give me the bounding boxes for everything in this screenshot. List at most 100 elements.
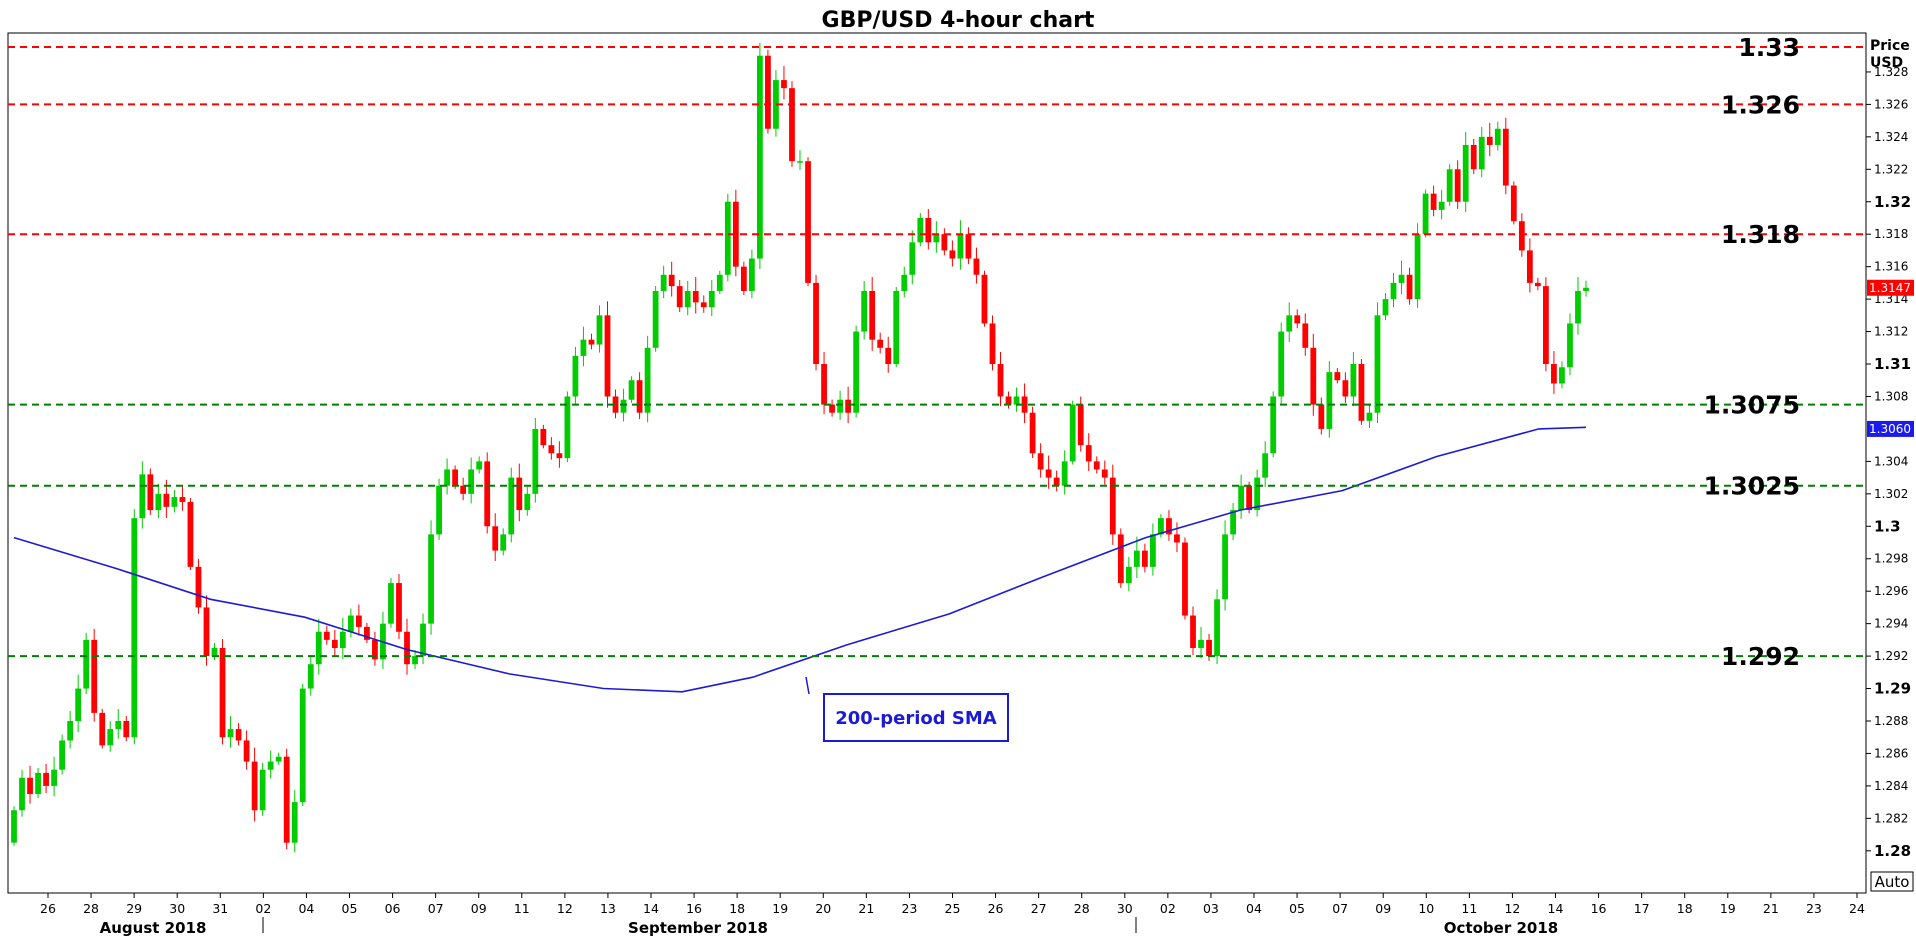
y-tick-label: 1.316 [1874, 260, 1908, 274]
chart-title: GBP/USD 4-hour chart [822, 8, 1095, 33]
candle [1526, 238, 1533, 293]
candle [732, 189, 739, 277]
candle-body [1125, 566, 1132, 584]
candle-body [1158, 518, 1164, 535]
candle-body [765, 55, 771, 129]
candle [1302, 313, 1309, 356]
candle-body [1286, 315, 1293, 332]
candle [1141, 543, 1148, 573]
x-tick-label: 07 [428, 901, 444, 916]
candle [283, 748, 290, 850]
candle-body [925, 217, 932, 243]
candle-body [548, 445, 555, 454]
x-tick-label: 04 [1246, 901, 1262, 916]
candle-body [1454, 169, 1461, 202]
candle-body [716, 274, 723, 291]
candle-body [227, 729, 234, 738]
auto-button[interactable]: Auto [1870, 871, 1914, 892]
x-tick-label: 16 [1591, 901, 1607, 916]
sma-callout-pointer [805, 676, 810, 695]
x-tick-label: 12 [557, 901, 573, 916]
candle [468, 457, 475, 504]
candle [420, 613, 426, 665]
candle [1101, 460, 1108, 485]
candle [1551, 351, 1557, 394]
candle [781, 66, 787, 100]
candle-body [107, 729, 114, 746]
candle-body [364, 626, 370, 640]
candle-body [845, 399, 852, 413]
candle-body [668, 274, 675, 287]
candle-body [1077, 404, 1084, 446]
candle-body [1446, 169, 1453, 202]
candle [1029, 406, 1036, 459]
candle [404, 618, 410, 675]
candle-body [965, 234, 972, 259]
candle-body [171, 497, 178, 507]
candle [428, 520, 434, 635]
candle-body [861, 291, 868, 332]
candle [1502, 117, 1509, 195]
x-tick-label: 03 [1203, 901, 1219, 916]
candle [1398, 260, 1405, 295]
candle-body [484, 461, 491, 527]
candle-body [572, 355, 579, 397]
y-tick-label: 1.32 [1874, 193, 1911, 211]
candle-body [43, 772, 49, 786]
candle-body [1326, 372, 1333, 429]
candle [476, 456, 483, 474]
candle [861, 281, 868, 340]
level-label: 1.292 [1721, 642, 1800, 671]
candle [1174, 522, 1180, 553]
candle [444, 458, 450, 495]
x-tick-label: 24 [1849, 901, 1865, 916]
candle-body [331, 639, 338, 648]
candle-body [1406, 274, 1413, 300]
candle [933, 221, 940, 253]
candle-body [596, 315, 603, 345]
candle-body [837, 399, 843, 413]
candle [973, 247, 980, 284]
candle-body [644, 347, 651, 413]
candle [195, 558, 202, 614]
candle [957, 220, 964, 270]
y-tick-label: 1.324 [1874, 130, 1908, 144]
auto-button-box[interactable] [1870, 871, 1914, 892]
candle-body [404, 631, 410, 665]
candle [925, 208, 932, 250]
candle [99, 708, 106, 749]
candle [43, 763, 49, 794]
candle [1310, 333, 1317, 416]
candle-body [372, 639, 378, 660]
candle [67, 711, 74, 749]
x-month-label: September 2018 [628, 919, 768, 937]
candle-body [692, 291, 699, 303]
candle-body [99, 712, 106, 746]
candle-body [660, 274, 667, 291]
y-tick-label: 1.312 [1874, 325, 1908, 339]
candle-body [59, 740, 66, 770]
x-tick-label: 21 [1763, 901, 1779, 916]
candle [628, 376, 635, 403]
candle-body [11, 810, 17, 843]
candle-body [1438, 201, 1445, 210]
x-tick-label: 07 [1332, 901, 1348, 916]
x-tick-label: 18 [729, 901, 745, 916]
level-label: 1.33 [1738, 33, 1800, 62]
auto-button-label[interactable]: Auto [1875, 873, 1910, 891]
candle-body [1045, 469, 1052, 478]
candle [267, 750, 274, 779]
candle [652, 286, 659, 352]
candle-body [957, 234, 964, 259]
candle [740, 261, 747, 295]
candle-body [829, 404, 835, 413]
candle-body [684, 291, 691, 308]
x-tick-label: 05 [1289, 901, 1305, 916]
candle [684, 281, 691, 316]
candle-body [131, 518, 138, 738]
candle-body [179, 497, 186, 502]
candle [1342, 372, 1349, 403]
candle-body [1069, 404, 1076, 462]
candle-body [315, 631, 322, 665]
candle [1021, 383, 1028, 424]
